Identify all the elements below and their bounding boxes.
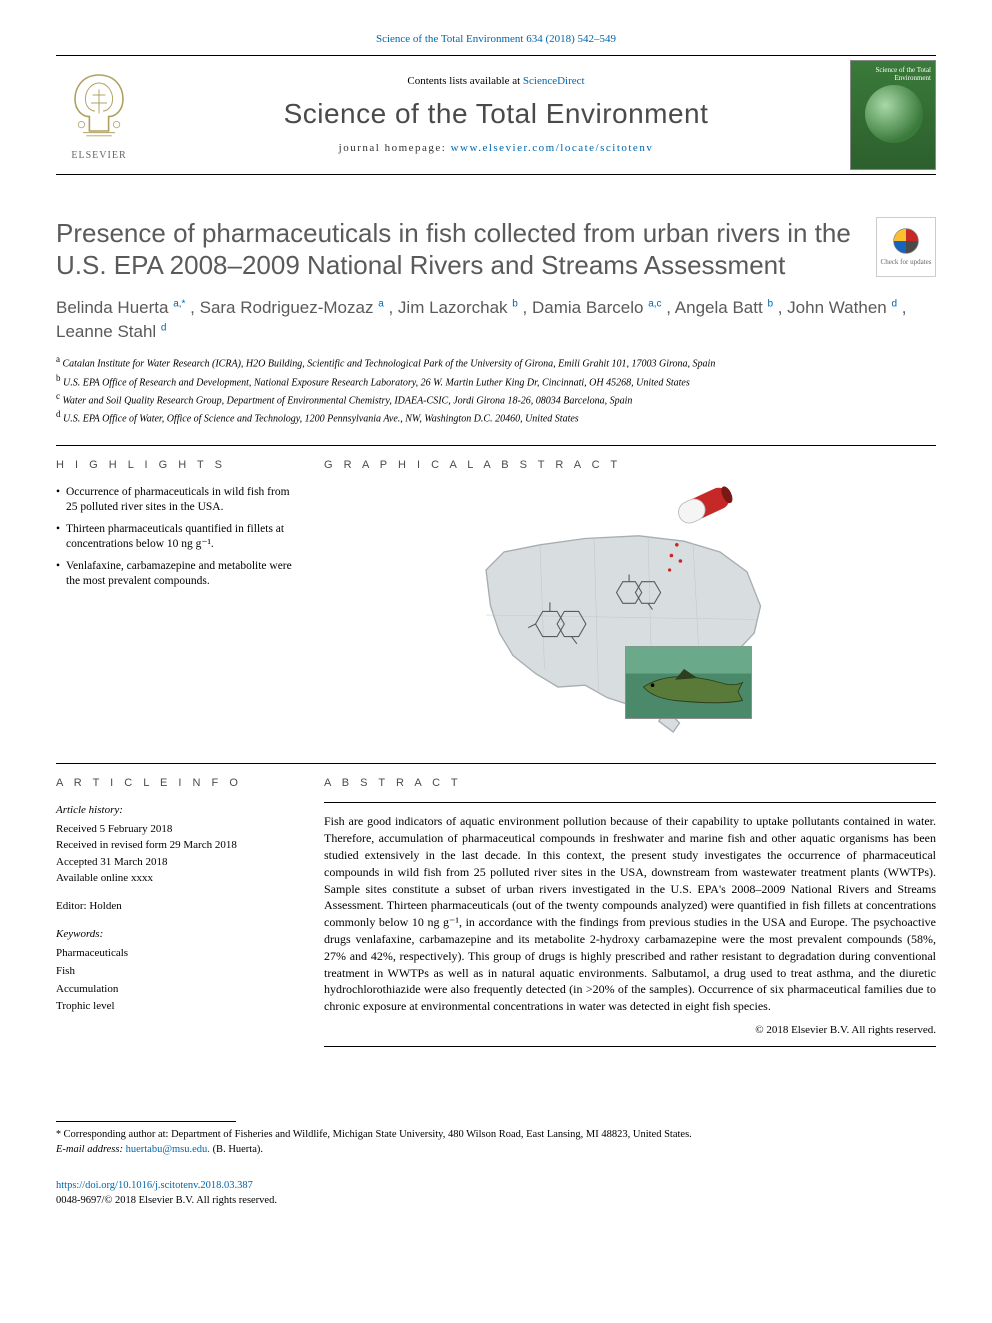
author: , Sara Rodriguez-Mozaz a bbox=[190, 298, 384, 317]
corresponding-author-email[interactable]: huertabu@msu.edu. bbox=[126, 1144, 210, 1155]
journal-homepage-line: journal homepage: www.elsevier.com/locat… bbox=[158, 141, 834, 156]
highlight-item: Thirteen pharmaceuticals quantified in f… bbox=[56, 522, 296, 553]
article-history-label: Article history: bbox=[56, 802, 296, 819]
masthead-top-rule bbox=[56, 55, 936, 56]
issn-copyright-line: 0048-9697/© 2018 Elsevier B.V. All right… bbox=[56, 1194, 936, 1209]
affiliation: a Catalan Institute for Water Research (… bbox=[56, 353, 936, 371]
masthead: ELSEVIER Contents lists available at Sci… bbox=[56, 60, 936, 170]
history-line: Received 5 February 2018 bbox=[56, 821, 296, 838]
doi-link[interactable]: https://doi.org/10.1016/j.scitotenv.2018… bbox=[56, 1180, 253, 1191]
keyword: Trophic level bbox=[56, 998, 296, 1016]
elsevier-wordmark: ELSEVIER bbox=[71, 149, 126, 163]
author: , Jim Lazorchak b bbox=[388, 298, 517, 317]
fish-inset bbox=[626, 646, 752, 718]
masthead-bottom-rule bbox=[56, 174, 936, 175]
journal-title: Science of the Total Environment bbox=[158, 95, 834, 133]
history-line: Accepted 31 March 2018 bbox=[56, 854, 296, 871]
corresponding-author-footnote: * Corresponding author at: Department of… bbox=[56, 1128, 936, 1157]
check-updates-label: Check for updates bbox=[881, 258, 932, 267]
highlight-item: Venlafaxine, carbamazepine and metabolit… bbox=[56, 559, 296, 590]
affiliation: d U.S. EPA Office of Water, Office of Sc… bbox=[56, 408, 936, 426]
elsevier-tree-logo: ELSEVIER bbox=[56, 63, 142, 167]
affiliation: c Water and Soil Quality Research Group,… bbox=[56, 390, 936, 408]
top-citation-link[interactable]: Science of the Total Environment 634 (20… bbox=[376, 33, 616, 45]
crossmark-icon bbox=[891, 226, 921, 256]
contents-line: Contents lists available at ScienceDirec… bbox=[158, 74, 834, 89]
history-line: Available online xxxx bbox=[56, 870, 296, 887]
journal-homepage-link[interactable]: www.elsevier.com/locate/scitotenv bbox=[451, 142, 654, 154]
abstract-header: A B S T R A C T bbox=[324, 776, 936, 791]
footnote-rule bbox=[56, 1121, 236, 1122]
author: , Angela Batt b bbox=[666, 298, 773, 317]
keyword: Pharmaceuticals bbox=[56, 945, 296, 963]
contents-prefix: Contents lists available at bbox=[407, 75, 522, 87]
homepage-prefix: journal homepage: bbox=[339, 142, 451, 154]
check-for-updates-badge[interactable]: Check for updates bbox=[876, 217, 936, 277]
cover-title-text: Science of the Total Environment bbox=[855, 67, 931, 82]
affiliation: b U.S. EPA Office of Research and Develo… bbox=[56, 372, 936, 390]
sciencedirect-link[interactable]: ScienceDirect bbox=[523, 75, 585, 87]
history-line: Received in revised form 29 March 2018 bbox=[56, 837, 296, 854]
pre-highlights-rule bbox=[56, 445, 936, 446]
bottom-identifiers: https://doi.org/10.1016/j.scitotenv.2018… bbox=[56, 1179, 936, 1208]
graphical-abstract-section: G R A P H I C A L A B S T R A C T bbox=[324, 458, 936, 745]
highlights-header: H I G H L I G H T S bbox=[56, 458, 296, 473]
article-info-section: A R T I C L E I N F O Article history: R… bbox=[56, 776, 296, 1051]
abstract-text: Fish are good indicators of aquatic envi… bbox=[324, 813, 936, 1015]
abstract-top-rule bbox=[324, 802, 936, 803]
editor-line: Editor: Holden bbox=[56, 899, 296, 914]
graphical-abstract-image bbox=[324, 485, 936, 745]
author: , John Wathen d bbox=[778, 298, 897, 317]
abstract-copyright: © 2018 Elsevier B.V. All rights reserved… bbox=[324, 1023, 936, 1038]
pre-abstract-rule bbox=[56, 763, 936, 764]
article-info-header: A R T I C L E I N F O bbox=[56, 776, 296, 791]
graphical-abstract-header: G R A P H I C A L A B S T R A C T bbox=[324, 458, 936, 473]
keyword: Accumulation bbox=[56, 981, 296, 999]
keyword: Fish bbox=[56, 963, 296, 981]
abstract-section: A B S T R A C T Fish are good indicators… bbox=[324, 776, 936, 1051]
highlights-section: H I G H L I G H T S Occurrence of pharma… bbox=[56, 458, 296, 745]
highlight-item: Occurrence of pharmaceuticals in wild fi… bbox=[56, 485, 296, 516]
keywords-label: Keywords: bbox=[56, 926, 296, 944]
cover-globe-graphic bbox=[865, 85, 923, 143]
author-list: Belinda Huerta a,* , Sara Rodriguez-Moza… bbox=[56, 296, 936, 344]
author: , Damia Barcelo a,c bbox=[523, 298, 662, 317]
abstract-bottom-rule bbox=[324, 1046, 936, 1047]
article-title: Presence of pharmaceuticals in fish coll… bbox=[56, 217, 864, 282]
affiliations: a Catalan Institute for Water Research (… bbox=[56, 353, 936, 426]
email-label: E-mail address: bbox=[56, 1144, 126, 1155]
author: Belinda Huerta a,* bbox=[56, 298, 185, 317]
journal-cover-thumbnail: Science of the Total Environment bbox=[850, 60, 936, 170]
